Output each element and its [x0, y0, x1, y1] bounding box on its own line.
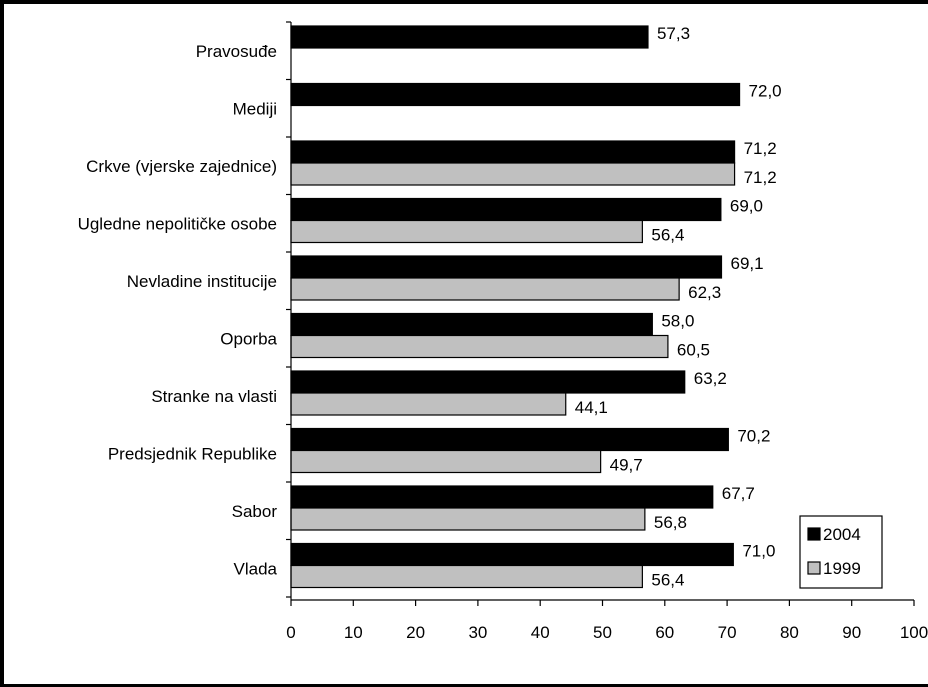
bar-1999 — [290, 162, 736, 186]
data-label-2004: 72,0 — [749, 82, 782, 101]
bar-2004 — [290, 197, 722, 222]
category-label: Vlada — [234, 559, 278, 578]
x-tick-label: 30 — [468, 623, 487, 642]
category-label: Mediji — [233, 99, 277, 118]
data-label-2004: 69,0 — [730, 197, 763, 216]
category-label: Crkve (vjerske zajednice) — [86, 157, 277, 176]
legend-label-2004: 2004 — [823, 525, 861, 544]
category-label: Stranke na vlasti — [151, 387, 277, 406]
legend-label-1999: 1999 — [823, 559, 861, 578]
x-tick-label: 50 — [593, 623, 612, 642]
data-label-1999: 56,4 — [651, 571, 684, 590]
x-tick-label: 90 — [842, 623, 861, 642]
legend-swatch-2004 — [807, 527, 821, 541]
bar-1999 — [290, 564, 643, 589]
x-tick-label: 40 — [531, 623, 550, 642]
bar-1999 — [290, 277, 680, 301]
data-label-2004: 70,2 — [737, 427, 770, 446]
data-label-2004: 58,0 — [661, 312, 694, 331]
data-label-2004: 63,2 — [694, 369, 727, 388]
bar-2004 — [290, 312, 653, 337]
legend-swatch-1999 — [807, 561, 821, 575]
bar-1999 — [290, 449, 602, 474]
x-tick-label: 100 — [900, 623, 928, 642]
category-label: Ugledne nepolitičke osobe — [78, 214, 277, 233]
data-label-1999: 62,3 — [688, 283, 721, 302]
data-label-2004: 69,1 — [730, 254, 763, 273]
category-label: Pravosuđe — [196, 42, 277, 61]
bar-2004 — [290, 485, 714, 509]
bar-2004 — [290, 82, 741, 107]
bar-2004 — [290, 542, 734, 567]
data-label-1999: 71,2 — [744, 168, 777, 187]
bar-2004 — [290, 25, 649, 49]
bar-2004 — [290, 140, 736, 164]
bar-1999 — [290, 334, 669, 359]
data-label-1999: 56,4 — [651, 226, 684, 245]
data-label-1999: 56,8 — [654, 513, 687, 532]
data-label-2004: 57,3 — [657, 24, 690, 43]
x-tick-label: 60 — [655, 623, 674, 642]
category-label: Nevladine institucije — [127, 272, 277, 291]
bar-2004 — [290, 427, 729, 452]
x-tick-label: 0 — [286, 623, 295, 642]
data-label-2004: 71,0 — [742, 542, 775, 561]
x-tick-label: 80 — [780, 623, 799, 642]
bar-1999 — [290, 507, 646, 531]
bar-2004 — [290, 370, 686, 394]
x-tick-label: 10 — [344, 623, 363, 642]
data-label-1999: 60,5 — [677, 341, 710, 360]
bar-2004 — [290, 255, 723, 279]
x-tick-label: 20 — [406, 623, 425, 642]
data-label-1999: 49,7 — [610, 456, 643, 475]
x-tick-label: 70 — [718, 623, 737, 642]
data-label-2004: 71,2 — [744, 139, 777, 158]
category-label: Sabor — [232, 502, 278, 521]
data-label-1999: 44,1 — [575, 398, 608, 417]
bar-1999 — [290, 392, 567, 416]
category-label: Oporba — [220, 329, 277, 348]
data-label-2004: 67,7 — [722, 484, 755, 503]
category-label: Predsjednik Republike — [108, 444, 277, 463]
bar-1999 — [290, 219, 643, 244]
